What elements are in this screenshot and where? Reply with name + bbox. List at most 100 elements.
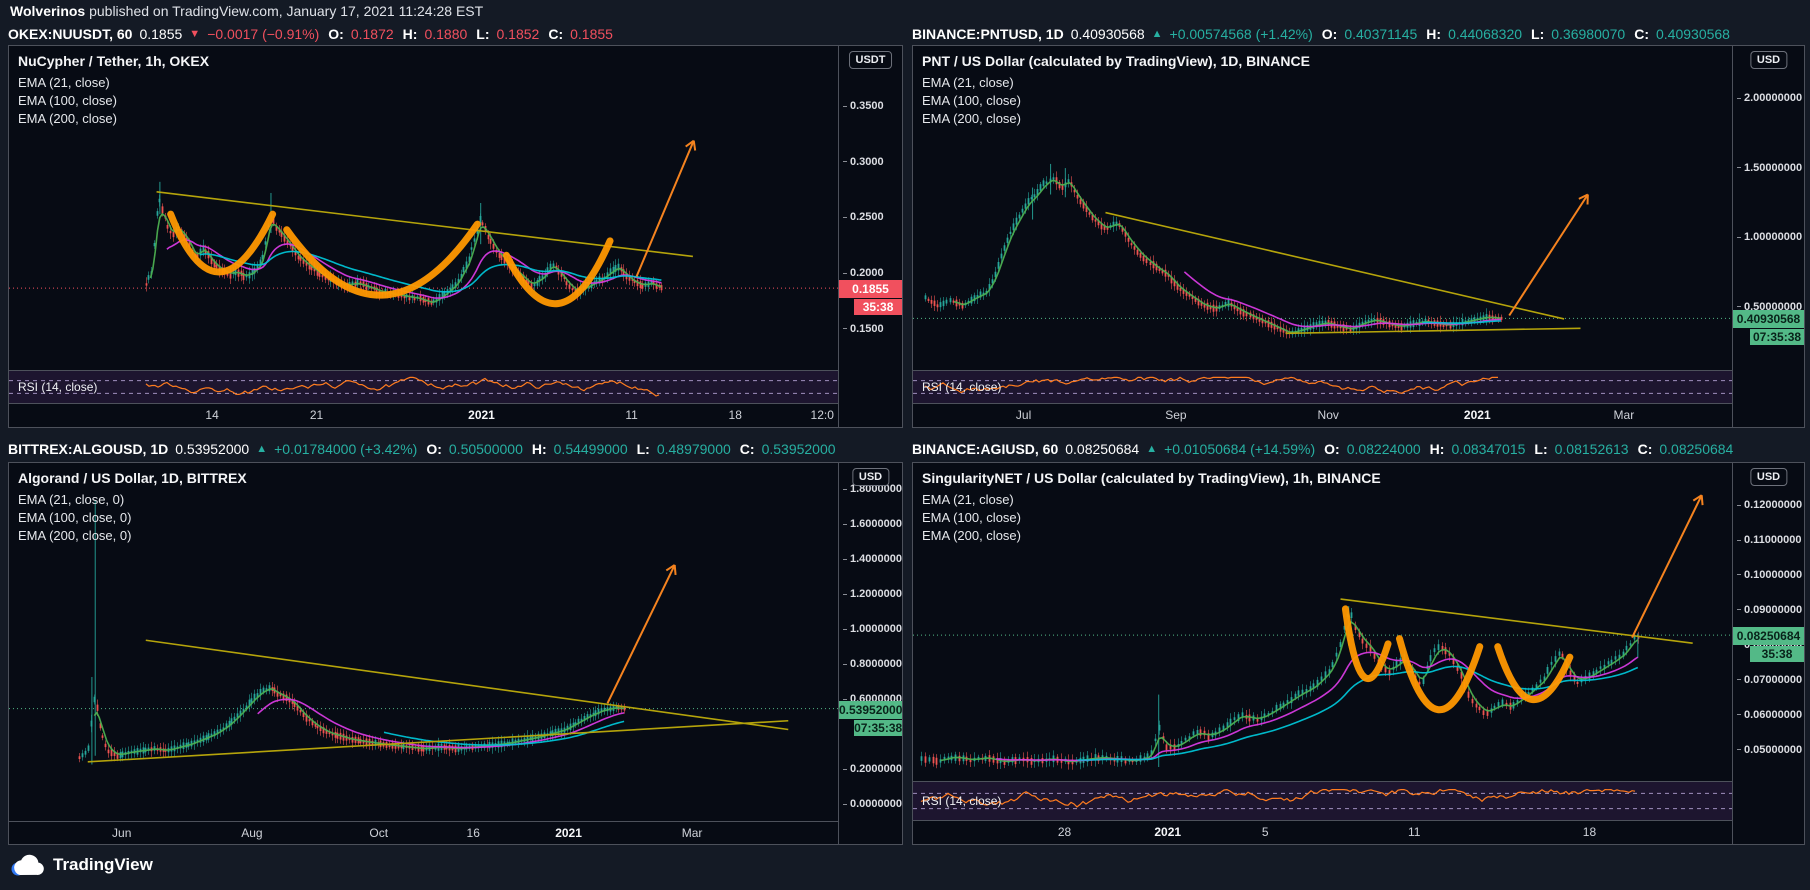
time-axis[interactable]: 14 21 2021 11 18 12:0 — [9, 403, 838, 427]
price-tick: 0.00000000 — [843, 797, 902, 811]
open-value: 0.08224000 — [1346, 440, 1421, 457]
published-line: Wolverinos published on TradingView.com,… — [10, 3, 483, 19]
rsi-plot-canvas[interactable] — [9, 371, 838, 403]
price-pane[interactable]: PNT / US Dollar (calculated by TradingVi… — [913, 46, 1732, 370]
time-tick: 11 — [1407, 825, 1421, 839]
price-pane[interactable]: NuCypher / Tether, 1h, OKEX EMA (21, clo… — [9, 46, 838, 370]
price-scale[interactable]: USD 0.12000000 0.11000000 0.10000000 0.0900… — [1732, 463, 1804, 844]
high-label: H: — [531, 440, 547, 457]
time-tick: 12:0 — [810, 408, 834, 422]
symbol-name: BITTREX:ALGOUSD, 1D — [8, 440, 169, 457]
axis-unit-label: USD — [1749, 51, 1788, 69]
price-tick: 0.12000000 — [1737, 498, 1802, 512]
rsi-pane[interactable]: RSI (14, close) — [9, 370, 838, 403]
chart-panel-agiusd: SingularityNET / US Dollar (calculated b… — [912, 462, 1805, 845]
low-value: 0.48979000 — [656, 440, 731, 457]
rsi-pane[interactable]: RSI (14, close) — [913, 370, 1732, 403]
direction-arrow-icon: ▲ — [1151, 27, 1163, 40]
price-tick: 0.50000000 — [1737, 300, 1802, 314]
time-tick: 2021 — [468, 408, 495, 422]
price-plot-canvas[interactable] — [913, 463, 1732, 781]
high-value: 0.08347015 — [1451, 440, 1526, 457]
high-value: 0.44068320 — [1448, 25, 1523, 42]
time-tick: 28 — [1057, 825, 1072, 839]
bar-countdown-box: 35:38 — [1750, 646, 1804, 663]
tradingview-cloud-icon — [11, 854, 44, 876]
last-price-box: 0.08250684 — [1733, 627, 1804, 646]
direction-arrow-icon: ▲ — [256, 442, 268, 455]
time-axis[interactable]: Jun Aug Oct 16 2021 Mar — [9, 821, 838, 844]
axis-unit-label: USDT — [848, 51, 893, 69]
tradingview-logo-text: TradingView — [53, 855, 153, 874]
time-tick: 5 — [1261, 825, 1269, 839]
published-text: published on TradingView.com, January 17… — [85, 3, 484, 19]
close-value: 0.1855 — [570, 25, 613, 42]
price-tick: 0.09000000 — [1737, 603, 1802, 617]
price-change: +0.01050684 (+14.59%) — [1164, 440, 1316, 457]
price-tick: 2.00000000 — [1737, 91, 1802, 105]
time-tick: 18 — [728, 408, 742, 422]
price-tick: 0.1500 — [843, 322, 884, 336]
last-price: 0.53952000 — [175, 440, 250, 457]
price-pane[interactable]: Algorand / US Dollar, 1D, BITTREX EMA (2… — [9, 463, 838, 821]
bar-countdown-box: 07:35:38 — [854, 719, 902, 736]
price-tick: 0.10000000 — [1737, 568, 1802, 582]
time-tick: 14 — [205, 408, 219, 422]
high-value: 0.54499000 — [553, 440, 628, 457]
rsi-label: RSI (14, close) — [922, 380, 1002, 394]
high-label: H: — [402, 25, 418, 42]
time-tick: Nov — [1317, 408, 1339, 422]
price-tick: 1.00000000 — [1737, 230, 1802, 244]
time-tick: Oct — [369, 826, 389, 840]
price-tick: 0.07000000 — [1737, 673, 1802, 687]
time-axis[interactable]: Jul Sep Nov 2021 Mar — [913, 403, 1732, 427]
time-tick: 18 — [1582, 825, 1597, 839]
close-value: 0.53952000 — [761, 440, 836, 457]
open-label: O: — [426, 440, 442, 457]
time-tick: Jun — [112, 826, 132, 840]
symbol-header-nuusdt: OKEX:NUUSDT, 60 0.1855 ▼ −0.0017 (−0.91%… — [8, 23, 903, 44]
price-plot-canvas[interactable] — [9, 46, 838, 370]
low-label: L: — [476, 25, 490, 42]
symbol-name: BINANCE:PNTUSD, 1D — [912, 25, 1064, 42]
price-tick: 0.3000 — [843, 155, 884, 169]
time-tick: 11 — [625, 408, 638, 422]
low-value: 0.08152613 — [1554, 440, 1629, 457]
close-label: C: — [739, 440, 755, 457]
last-price-box: 0.53952000 — [839, 700, 902, 719]
symbol-name: OKEX:NUUSDT, 60 — [8, 25, 133, 42]
price-tick: 0.06000000 — [1737, 708, 1802, 722]
rsi-plot-canvas[interactable] — [913, 782, 1732, 820]
time-tick: Aug — [241, 826, 263, 840]
time-tick: 16 — [466, 826, 480, 840]
high-value: 0.1880 — [424, 25, 468, 42]
low-label: L: — [1531, 25, 1545, 42]
bar-countdown-box: 07:35:38 — [1750, 329, 1804, 346]
time-tick: 2021 — [1154, 825, 1182, 839]
symbol-header-pntusd: BINANCE:PNTUSD, 1D 0.40930568 ▲ +0.00574… — [912, 23, 1805, 44]
low-value: 0.36980070 — [1551, 25, 1626, 42]
axis-unit-label: USD — [851, 468, 890, 486]
open-label: O: — [328, 25, 344, 42]
time-axis[interactable]: 28 2021 5 11 18 — [913, 820, 1732, 844]
close-label: C: — [548, 25, 564, 42]
price-pane[interactable]: SingularityNET / US Dollar (calculated b… — [913, 463, 1732, 781]
price-scale[interactable]: USD 2.00000000 1.50000000 1.00000000 0.5000… — [1732, 46, 1804, 427]
last-price-box: 0.1855 — [839, 280, 902, 299]
chart-panel-algousd: Algorand / US Dollar, 1D, BITTREX EMA (2… — [8, 462, 903, 845]
rsi-plot-canvas[interactable] — [913, 371, 1732, 403]
tradingview-logo[interactable]: TradingView — [10, 854, 153, 876]
axis-unit-label: USD — [1749, 468, 1788, 486]
author-name: Wolverinos — [10, 3, 86, 19]
price-plot-canvas[interactable] — [9, 463, 838, 821]
last-price: 0.1855 — [139, 25, 183, 42]
close-label: C: — [1637, 440, 1653, 457]
price-plot-canvas[interactable] — [913, 46, 1732, 370]
price-scale[interactable]: USDT 0.3500 0.3000 0.2500 0.2000 0.1500 0.185… — [838, 46, 902, 427]
last-price-box: 0.40930568 — [1733, 310, 1804, 329]
direction-arrow-icon: ▲ — [1146, 442, 1158, 455]
rsi-pane[interactable]: RSI (14, close) — [913, 781, 1732, 820]
